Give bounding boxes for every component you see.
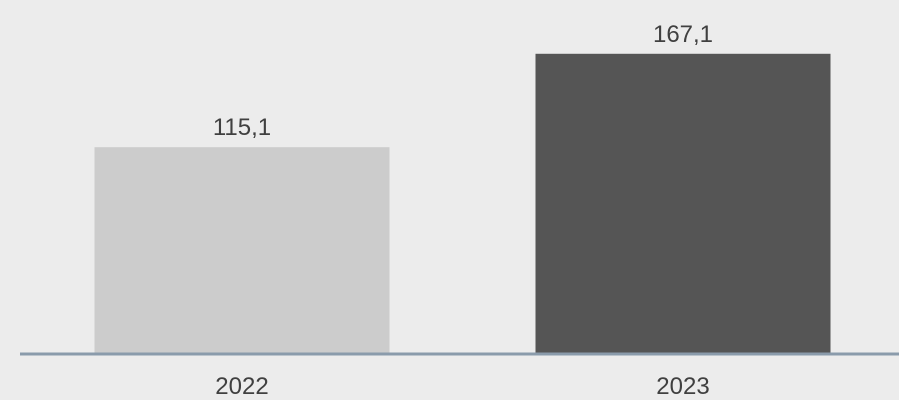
x-tick-label-2022: 2022 — [215, 373, 268, 400]
bar-2023 — [535, 53, 831, 355]
data-label-2022: 115,1 — [213, 114, 271, 141]
x-tick-label-2023: 2023 — [656, 373, 709, 400]
data-label-2023: 167,1 — [653, 21, 713, 48]
data-labels-group: 115,1 167,1 — [213, 21, 713, 141]
x-tick-labels-group: 2022 2023 — [215, 373, 709, 400]
bars-group — [94, 53, 831, 355]
bar-2022 — [94, 147, 390, 354]
